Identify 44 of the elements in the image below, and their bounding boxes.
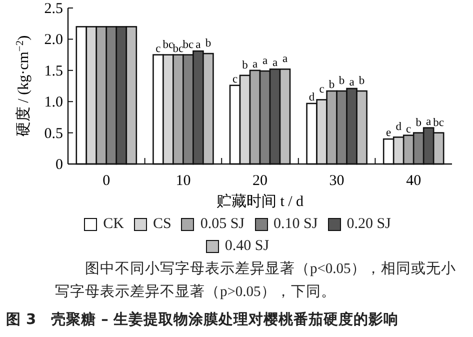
annotation: bc <box>433 116 444 129</box>
annotation: d <box>308 91 315 104</box>
y-tick-label: 0.5 <box>44 126 63 142</box>
annotation: a <box>196 39 201 52</box>
y-tick-label: 1.5 <box>44 63 63 80</box>
annotation: b <box>338 74 345 87</box>
annotation: a <box>282 53 288 66</box>
annotation: b <box>242 59 248 72</box>
legend-label: 0.40 SJ <box>224 237 270 256</box>
annotation: d <box>396 121 402 134</box>
y-tick-label: 2.0 <box>44 32 63 48</box>
annotation: bc <box>162 38 174 51</box>
annotation: c <box>156 42 161 55</box>
x-tick-label: 10 <box>176 173 191 189</box>
legend-label: CS <box>152 215 172 234</box>
y-tick-label: 2.5 <box>44 1 63 17</box>
y-tick-label: 1.0 <box>44 94 63 111</box>
annotation: bc <box>182 38 194 51</box>
x-tick-label: 40 <box>406 173 422 189</box>
annotation: e <box>386 127 392 140</box>
annotation: a <box>262 55 268 68</box>
annotation: c <box>406 123 412 136</box>
annotation: c <box>319 84 324 96</box>
text: 图 3 壳聚糖 – 生姜提取物涂膜处理对樱桃番茄硬度的影响 <box>5 310 400 329</box>
legend-label: 0.05 SJ <box>200 215 244 234</box>
legend-label: 0.20 SJ <box>346 215 391 234</box>
annotation: b <box>416 116 422 129</box>
annotation: b <box>328 78 335 91</box>
annotation: c <box>232 73 238 86</box>
annotation: a <box>252 58 258 70</box>
annotation: b <box>205 38 212 50</box>
x-axis-title: 贮藏时间 t / d <box>216 193 304 210</box>
x-tick-label: 20 <box>252 173 268 189</box>
annotation: a <box>349 76 354 88</box>
legend-label: CK <box>103 215 124 234</box>
y-tick-label: 0 <box>56 157 63 173</box>
text: 图中不同小写字母表示差异显著（p<0.05），相同或无小写字母表示差异不显著（p>0.05），下同。 <box>55 260 457 302</box>
annotation: bc <box>172 42 184 55</box>
annotation: a <box>426 116 432 128</box>
annotation: b <box>358 74 365 87</box>
legend-label: 0.10 SJ <box>274 215 318 234</box>
x-tick-label: 0 <box>102 173 110 189</box>
annotation: a <box>272 57 278 70</box>
x-tick-label: 30 <box>329 173 344 189</box>
